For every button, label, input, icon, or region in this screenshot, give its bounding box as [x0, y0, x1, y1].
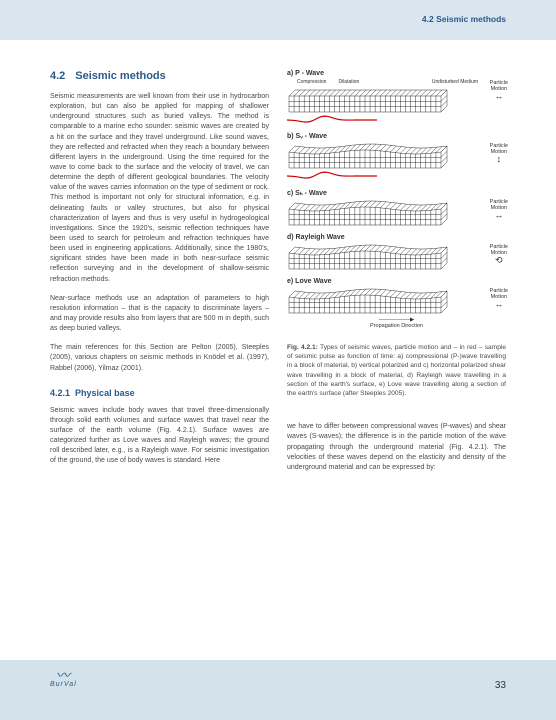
caption-text: Types of seismic waves, particle motion …	[287, 344, 506, 397]
wave-svg	[287, 287, 506, 315]
particle-motion-label: ParticleMotion↕	[490, 143, 508, 165]
seismic-pulse	[287, 170, 506, 182]
caption-label: Fig. 4.2.1:	[287, 344, 318, 351]
page-content: 4.2 Seismic methods Seismic measurements …	[0, 40, 556, 492]
wave-label: b) Sᵥ - Wave	[287, 133, 506, 140]
logo-text: BurVal	[50, 681, 77, 688]
logo-wave-icon: 〰	[50, 670, 77, 681]
propagation-label: ────────▶Propagation Direction	[287, 317, 506, 329]
subsection-heading: 4.2.1 Physical base	[50, 388, 269, 398]
header-band: 4.2 Seismic methods	[0, 0, 556, 40]
wave-svg	[287, 86, 506, 114]
particle-motion-label: ParticleMotion⟲	[490, 244, 508, 266]
wave-diagram-0: a) P - Wave CompressionDilatationUndistur…	[287, 70, 506, 126]
para-1: Seismic measurements are well known from…	[50, 92, 269, 285]
running-head: 4.2 Seismic methods	[422, 14, 506, 24]
para-2: Near-surface methods use an adaptation o…	[50, 294, 269, 335]
wave-label: d) Rayleigh Wave	[287, 234, 506, 241]
seismic-pulse	[287, 114, 506, 126]
footer-band: 〰 BurVal 33	[0, 660, 556, 720]
wave-diagram-4: e) Love Wave ParticleMotion↔ ────────▶Prop…	[287, 278, 506, 329]
para-3: The main references for this Section are…	[50, 343, 269, 373]
footer-logo: 〰 BurVal	[50, 670, 77, 688]
wave-diagram-3: d) Rayleigh Wave ParticleMotion⟲	[287, 234, 506, 271]
left-column: 4.2 Seismic methods Seismic measurements …	[50, 70, 269, 482]
subsection-number: 4.2.1	[50, 388, 70, 398]
right-column: a) P - Wave CompressionDilatationUndistur…	[287, 70, 506, 482]
wave-sublabels: CompressionDilatationUndisturbed Medium	[297, 79, 506, 85]
section-title: Seismic methods	[75, 70, 165, 82]
page-number: 33	[495, 680, 506, 691]
sub-para-1: Seismic waves include body waves that tr…	[50, 406, 269, 467]
wave-label: e) Love Wave	[287, 278, 506, 285]
wave-diagram-2: c) Sₕ - Wave ParticleMotion↔	[287, 189, 506, 227]
wave-diagram-1: b) Sᵥ - Wave ParticleMotion↕	[287, 133, 506, 182]
wave-label: a) P - Wave	[287, 70, 506, 77]
section-number: 4.2	[50, 70, 65, 82]
particle-motion-label: ParticleMotion↔	[490, 288, 508, 310]
wave-label: c) Sₕ - Wave	[287, 189, 506, 197]
wave-svg	[287, 243, 506, 271]
subsection-title: Physical base	[75, 388, 135, 398]
wave-svg	[287, 142, 506, 170]
sub-para-2: we have to differ between compressional …	[287, 422, 506, 473]
figure-4-2-1: a) P - Wave CompressionDilatationUndistur…	[287, 70, 506, 329]
particle-motion-label: ParticleMotion↔	[490, 199, 508, 221]
particle-motion-label: ParticleMotion↔	[490, 80, 508, 102]
wave-svg	[287, 199, 506, 227]
figure-caption: Fig. 4.2.1: Types of seismic waves, part…	[287, 343, 506, 398]
section-heading: 4.2 Seismic methods	[50, 70, 269, 82]
